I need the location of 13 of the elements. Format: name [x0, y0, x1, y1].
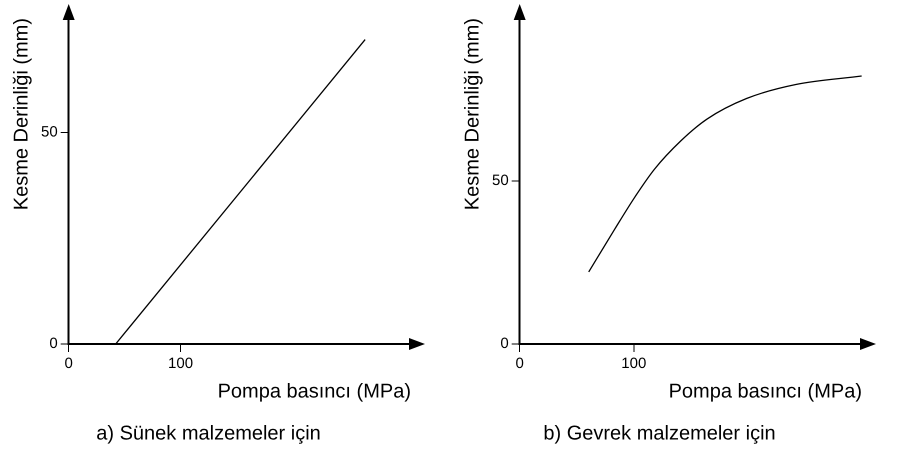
- x-tick-label: 100: [168, 355, 194, 372]
- x-axis-title: Pompa basıncı (MPa): [218, 380, 411, 403]
- y-axis-title: Kesme Derinliği (mm): [462, 18, 484, 210]
- x-tick-label: 0: [516, 355, 524, 372]
- y-tick-label: 50: [40, 123, 58, 140]
- text: b) Gevrek malzemeler için: [543, 422, 776, 445]
- line-series: [588, 75, 862, 273]
- x-axis-title: Pompa basıncı (MPa): [668, 380, 862, 403]
- y-axis-title: Kesme Derinliği (mm): [10, 18, 33, 210]
- y-tick-label: 50: [492, 172, 509, 190]
- text: a) Sünek malzemeler için: [96, 422, 321, 445]
- x-tick-label: 100: [621, 355, 646, 372]
- x-tick-label: 0: [64, 355, 73, 372]
